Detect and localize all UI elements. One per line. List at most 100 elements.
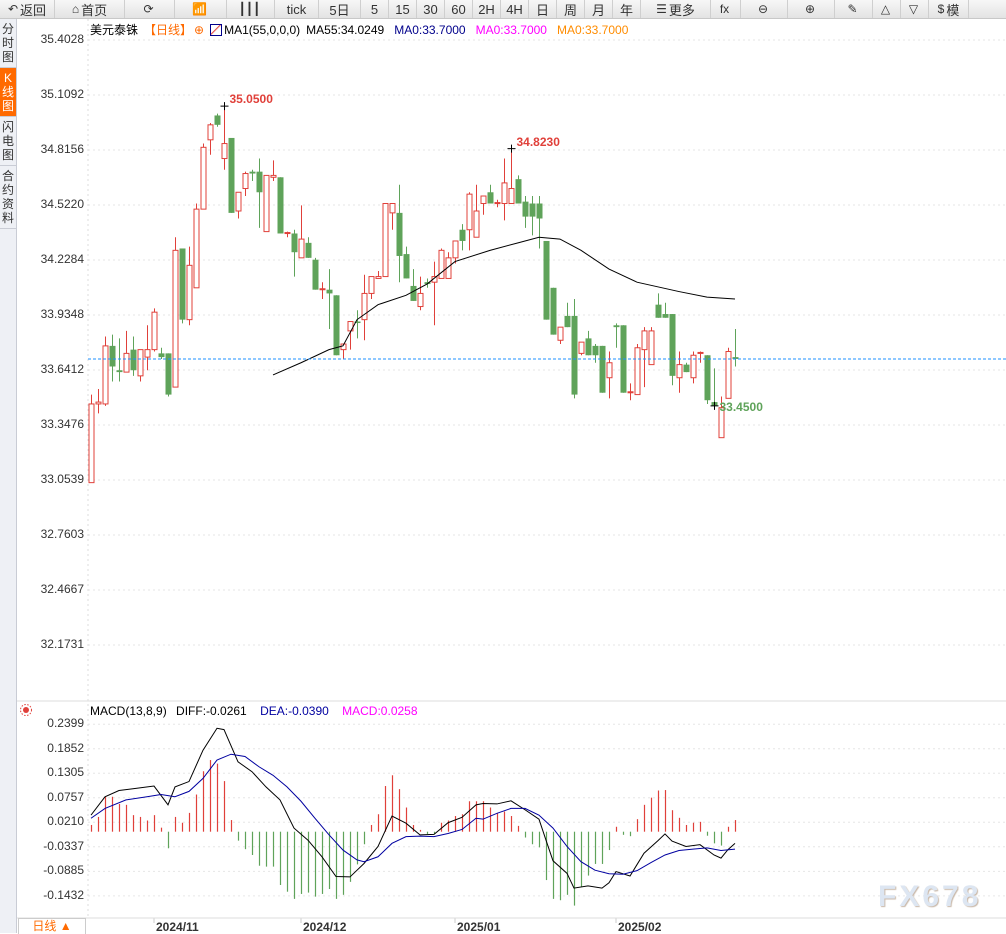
price-tick-label: 33.0539 — [40, 472, 84, 487]
candle-body — [354, 321, 361, 324]
toolbar-button-item-24[interactable]: $ 模 — [929, 0, 969, 18]
ma0-value-c: MA0:33.7000 — [556, 22, 629, 37]
toolbar-label: 年 — [619, 2, 633, 18]
candle-body — [249, 171, 256, 174]
candle — [417, 276, 424, 311]
toolbar-label: 15 — [395, 1, 410, 17]
candle — [522, 196, 529, 228]
toolbar-button-item-9[interactable]: 30 — [417, 0, 445, 18]
candle — [571, 299, 578, 399]
candle-body — [718, 407, 725, 439]
candle — [725, 347, 732, 399]
macd-tick-label: 0.1305 — [47, 765, 84, 780]
candle-body — [326, 289, 333, 294]
watermark-logo: FX678 — [878, 880, 982, 913]
price-tick-label: 34.2284 — [40, 252, 84, 266]
period-selector-button[interactable]: 日线 ▲ — [18, 918, 86, 934]
candle — [550, 287, 557, 335]
sidebar-tab-0[interactable]: 分时图 — [0, 19, 16, 68]
toolbar-button-item-8[interactable]: 15 — [389, 0, 417, 18]
toolbar-button-pen[interactable]: ✎ — [835, 0, 873, 18]
candle-body — [88, 403, 95, 484]
toolbar-button-item-1[interactable]: ⌂ 首页 — [55, 0, 125, 18]
sidebar-tab-2[interactable]: 闪电图 — [0, 117, 16, 166]
candle — [585, 330, 592, 356]
period-label[interactable]: 【日线】 — [144, 23, 193, 37]
toolbar-button-item-14[interactable]: 周 — [557, 0, 585, 18]
candle-body — [522, 201, 529, 217]
toolbar-button-item-0[interactable]: ↶ 返回 — [0, 0, 55, 18]
candle-body — [438, 249, 445, 279]
toolbar-button-item-15[interactable]: 月 — [585, 0, 613, 18]
home-icon: ⌂ — [71, 2, 80, 16]
candle-body — [235, 191, 242, 212]
candle — [319, 282, 326, 300]
candle-body — [557, 326, 564, 341]
candle-body — [648, 330, 655, 366]
toolbar-button-item-5[interactable]: tick — [275, 0, 319, 18]
toolbar-label: 日 — [535, 2, 549, 18]
toolbar-button-function[interactable]: fx — [711, 0, 741, 18]
toolbar-button-item-6[interactable]: 5日 — [319, 0, 361, 18]
macd-tick-label: 0.2399 — [47, 716, 84, 731]
candle-body — [592, 345, 599, 356]
candle — [235, 191, 242, 219]
candle — [431, 261, 438, 326]
toolbar-button-zoom-in[interactable]: ⊕ — [788, 0, 835, 18]
price-tick-label: 32.7603 — [40, 527, 84, 542]
toolbar-button-item-12[interactable]: 4H — [501, 0, 529, 18]
extreme-markers — [220, 102, 719, 410]
candle-body — [529, 203, 536, 217]
candle — [592, 344, 599, 363]
candle-body — [228, 137, 235, 213]
price-tick-label: 33.3476 — [40, 417, 84, 431]
toolbar-label: 更多 — [668, 2, 695, 18]
candle — [102, 336, 109, 406]
candle — [508, 148, 515, 205]
candle — [452, 240, 459, 264]
pen-icon: ✎ — [847, 2, 858, 16]
toolbar-button-item-16[interactable]: 年 — [613, 0, 641, 18]
candle-body — [368, 276, 375, 294]
candle-body — [200, 146, 207, 210]
toolbar-button-triangle-up[interactable]: △ — [873, 0, 901, 18]
candle — [375, 270, 382, 279]
price-annotation: 35.0500 — [229, 92, 273, 107]
candle-body — [410, 285, 417, 301]
toolbar-button-item-13[interactable]: 日 — [529, 0, 557, 18]
candle-body — [333, 295, 340, 356]
sidebar-tab-1[interactable]: K线图 — [0, 68, 16, 117]
candle-body — [375, 276, 382, 279]
candle-body — [116, 370, 123, 373]
add-indicator-icon[interactable]: ⊕ — [194, 22, 205, 37]
indicator-icon[interactable] — [210, 23, 223, 36]
candle — [151, 308, 158, 352]
sidebar-tab-3[interactable]: 合约资料 — [0, 166, 16, 229]
back-arrow-icon: ↶ — [7, 2, 19, 16]
candle-body — [515, 179, 522, 204]
toolbar-button-zoom-out[interactable]: ⊖ — [741, 0, 788, 18]
toolbar-button-item-11[interactable]: 2H — [473, 0, 501, 18]
candle — [354, 310, 361, 339]
refresh-icon: ⟳ — [143, 2, 154, 16]
toolbar-button-refresh[interactable]: ⟳ — [125, 0, 175, 18]
candle — [697, 351, 704, 363]
candle-body — [725, 351, 732, 399]
toolbar-button-indicator-chart[interactable]: 📶 — [175, 0, 227, 18]
candle — [634, 344, 641, 396]
macd-settings-icon[interactable] — [20, 704, 32, 716]
toolbar-button-item-10[interactable]: 60 — [445, 0, 473, 18]
candle — [711, 368, 718, 406]
candle-body — [683, 364, 690, 373]
toolbar-button-candlestick[interactable]: ┃┃┃ — [227, 0, 275, 18]
marker-cross — [710, 401, 719, 410]
toolbar-button-triangle-down[interactable]: ▽ — [901, 0, 929, 18]
toolbar-button-item-17[interactable]: ☰ 更多 — [641, 0, 711, 18]
toolbar-button-item-7[interactable]: 5 — [361, 0, 389, 18]
candle-body — [179, 248, 186, 320]
candle-body — [578, 341, 585, 354]
candle — [130, 336, 137, 376]
candle — [137, 349, 144, 382]
candle — [536, 196, 543, 249]
